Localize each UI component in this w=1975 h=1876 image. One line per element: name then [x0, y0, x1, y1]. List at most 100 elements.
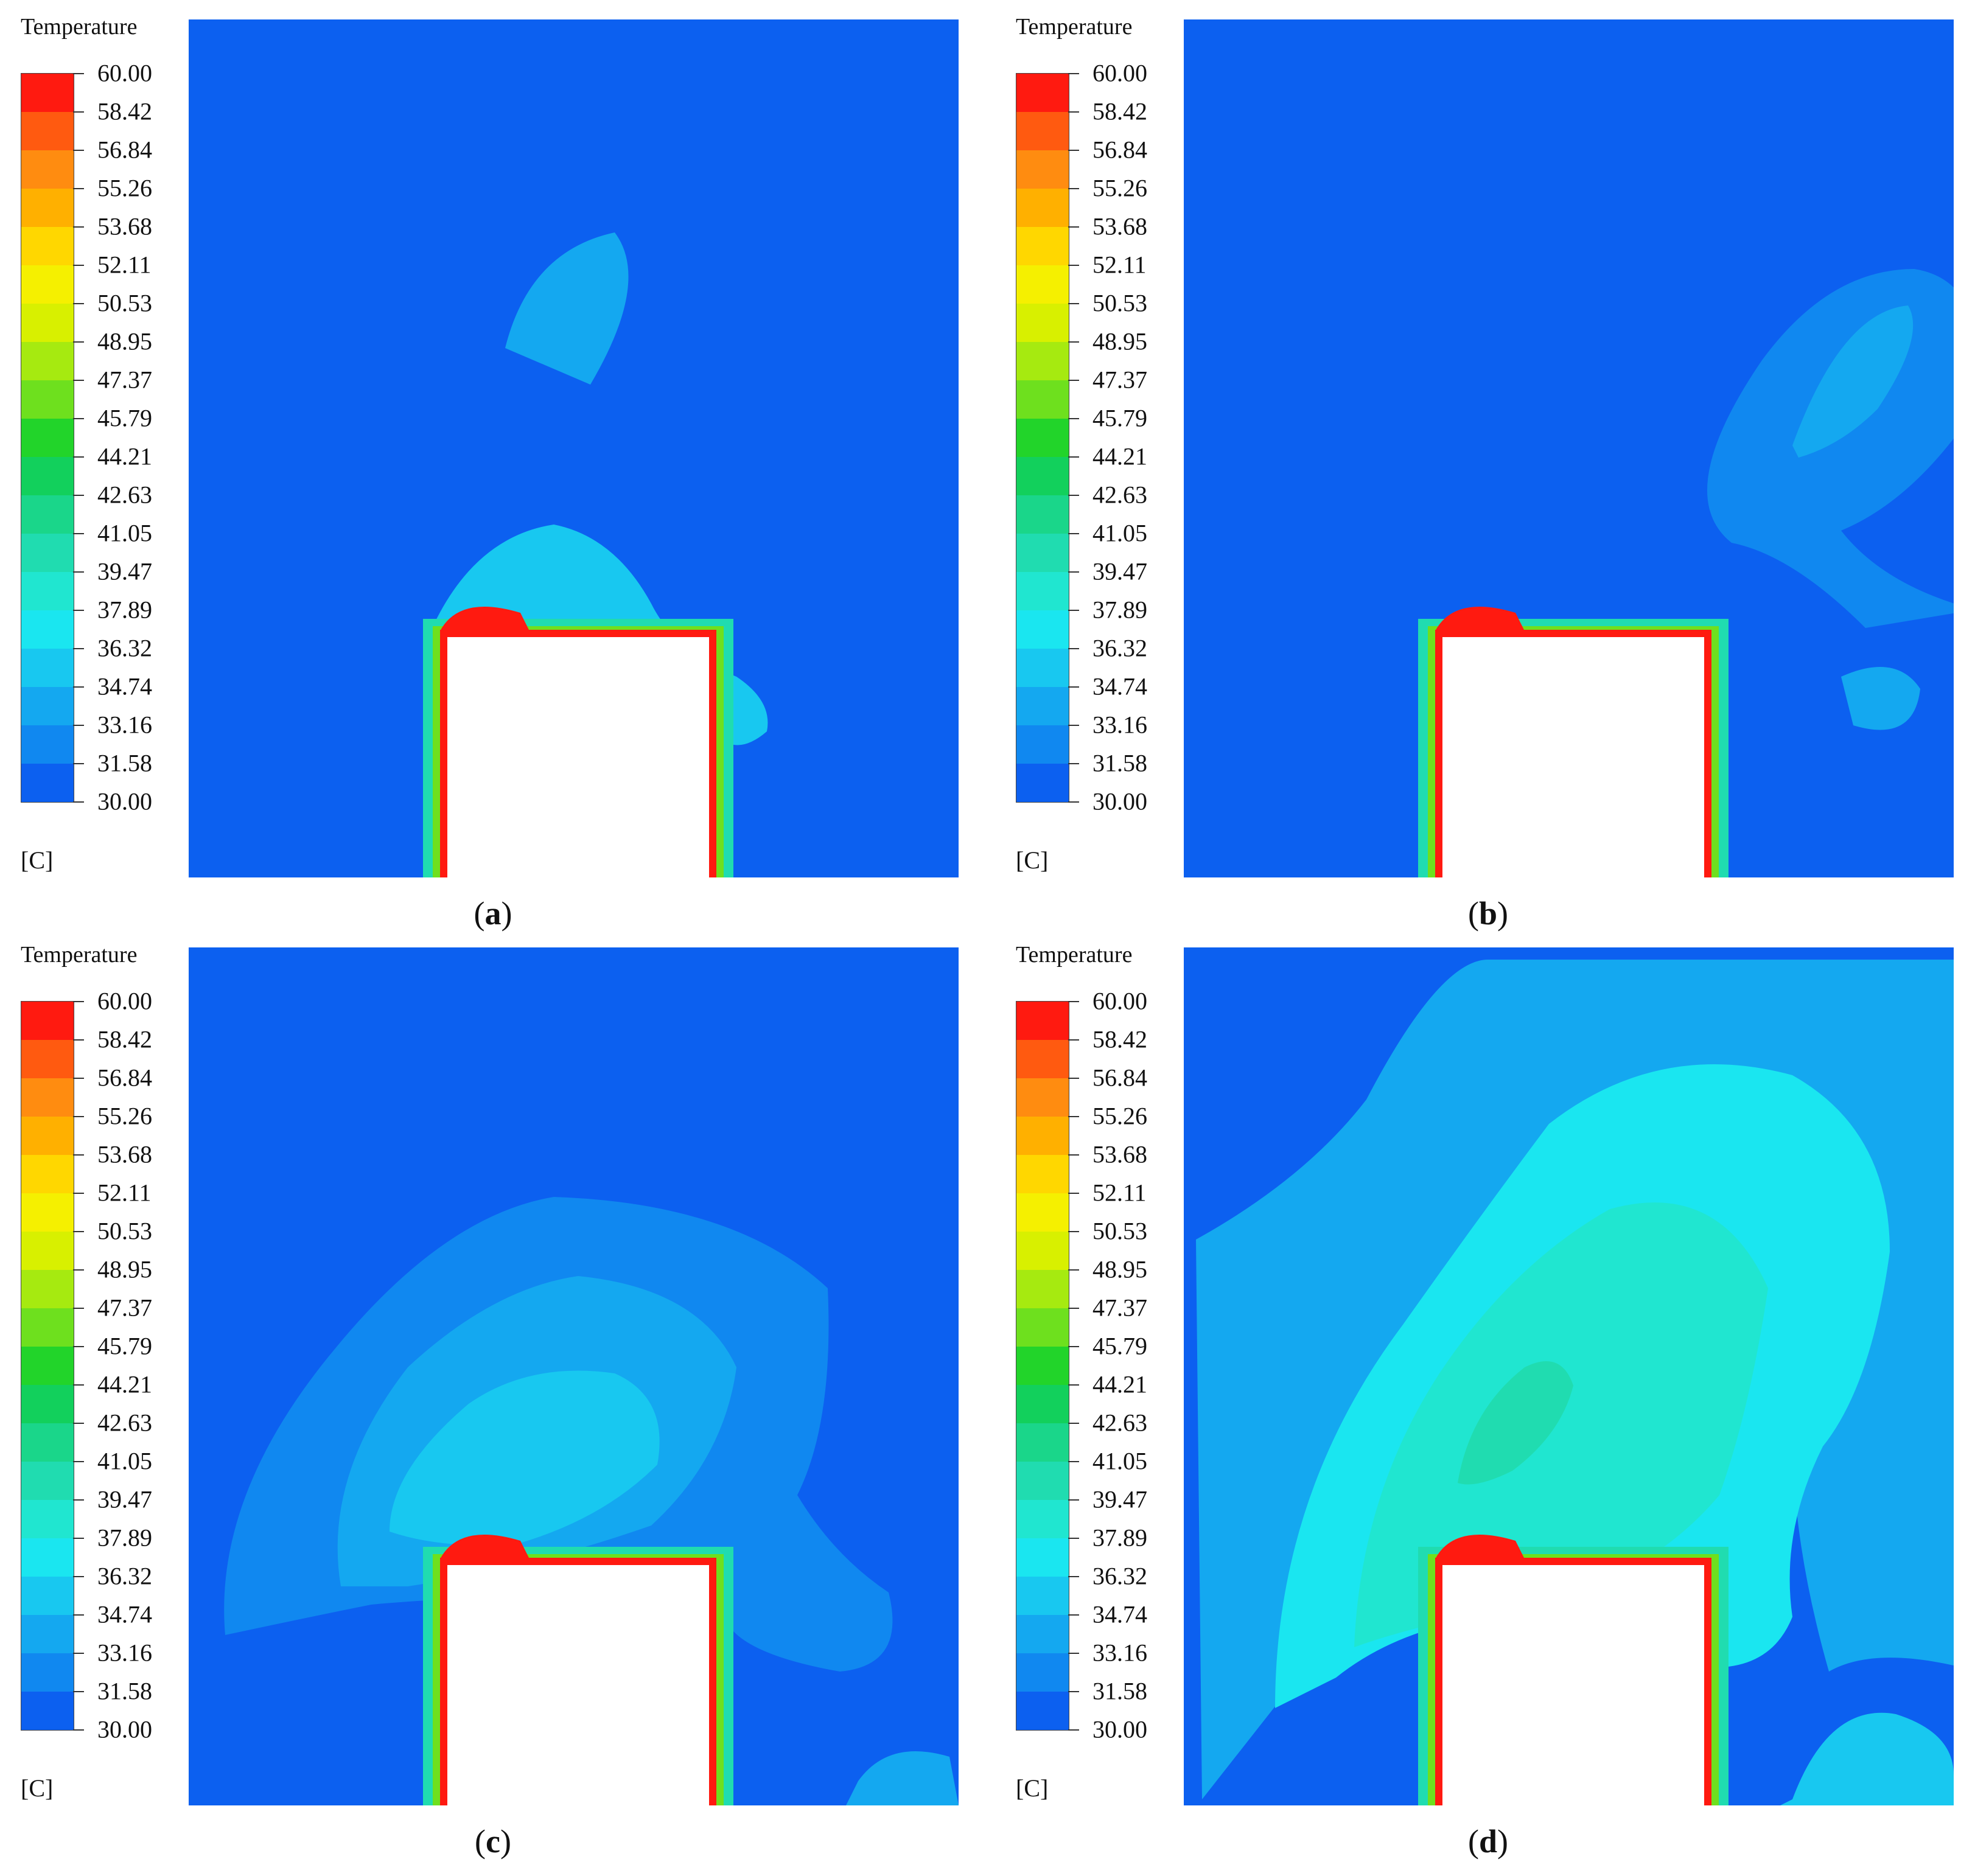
legend-swatch	[21, 1577, 74, 1615]
legend-tick-label: 56.84	[1092, 136, 1147, 164]
legend-swatch	[1016, 112, 1069, 150]
color-legend-bar	[21, 1001, 74, 1731]
legend-tick-label: 33.16	[1092, 1639, 1147, 1667]
legend-swatch	[1016, 1653, 1069, 1692]
legend-tick	[1068, 1691, 1079, 1692]
legend-tick-label: 30.00	[1092, 1715, 1147, 1743]
legend-tick	[73, 533, 84, 534]
legend-tick	[73, 1384, 84, 1386]
legend-tick-label: 31.58	[97, 749, 152, 777]
isotherm-region	[1792, 305, 1914, 458]
legend-tick-label: 50.53	[1092, 289, 1147, 317]
legend-tick	[73, 265, 84, 266]
legend-unit: [C]	[21, 1774, 54, 1802]
legend-tick	[73, 73, 84, 74]
isotherm-region	[505, 232, 629, 385]
legend-tick	[73, 1538, 84, 1539]
legend-tick-label: 36.32	[97, 1562, 152, 1590]
legend-swatch	[1016, 1385, 1069, 1423]
legend-swatch	[21, 74, 74, 112]
legend-tick	[73, 1308, 84, 1309]
legend-tick-label: 42.63	[1092, 1409, 1147, 1437]
legend-tick	[73, 1154, 84, 1156]
legend-tick	[1068, 1729, 1079, 1731]
isotherm-region	[1354, 1202, 1768, 1647]
legend-tick	[1068, 1461, 1079, 1462]
legend-swatch	[1016, 1462, 1069, 1500]
hot-plume-corner	[1435, 607, 1528, 637]
legend-tick-label: 45.79	[97, 404, 152, 432]
legend-tick	[1068, 801, 1079, 803]
legend-swatch	[21, 534, 74, 572]
legend-tick-label: 41.05	[1092, 519, 1147, 547]
legend-swatch	[21, 150, 74, 189]
legend-swatch	[21, 1462, 74, 1500]
panel-caption-letter: a	[484, 895, 502, 932]
legend-tick	[73, 1614, 84, 1616]
legend-tick-label: 45.79	[1092, 1332, 1147, 1360]
legend-swatch	[1016, 1232, 1069, 1270]
legend-swatch	[21, 457, 74, 495]
legend-tick-label: 41.05	[1092, 1447, 1147, 1475]
legend-tick-label: 45.79	[1092, 404, 1147, 432]
legend-tick-label: 47.37	[97, 1294, 152, 1322]
legend-tick	[73, 1116, 84, 1117]
legend-title: Temperature	[1016, 14, 1133, 40]
panel-caption: (a)	[474, 895, 512, 932]
legend-tick-label: 39.47	[1092, 1485, 1147, 1513]
legend-swatch	[21, 495, 74, 534]
legend-swatch	[21, 1155, 74, 1193]
legend-tick	[73, 1078, 84, 1079]
legend-tick-label: 50.53	[97, 289, 152, 317]
legend-swatch	[1016, 725, 1069, 764]
legend-swatch	[1016, 150, 1069, 189]
temperature-contour-plot	[1184, 947, 1954, 1805]
legend-tick-label: 58.42	[1092, 97, 1147, 125]
contour-panel-b: Temperature 60.00 58.42 56.84 55.26 53.68 52.1…	[995, 0, 1975, 932]
legend-tick-label: 58.42	[97, 97, 152, 125]
contour-panel-c: Temperature 60.00 58.42 56.84 55.26 53.68 52.1…	[0, 928, 986, 1860]
legend-tick-label: 48.95	[97, 1255, 152, 1283]
color-legend-bar	[21, 73, 74, 803]
legend-tick	[73, 495, 84, 496]
legend-tick-label: 50.53	[1092, 1217, 1147, 1245]
legend-tick-label: 37.89	[97, 1524, 152, 1552]
legend-tick	[1068, 1423, 1079, 1424]
legend-tick	[1068, 648, 1079, 649]
legend-swatch	[1016, 1002, 1069, 1040]
panel-caption-letter: d	[1478, 1823, 1498, 1860]
legend-tick-label: 52.11	[97, 1179, 152, 1207]
legend-swatch	[21, 265, 74, 304]
legend-tick	[1068, 1039, 1079, 1041]
legend-tick-label: 55.26	[1092, 1102, 1147, 1130]
legend-tick	[73, 725, 84, 726]
legend-swatch	[1016, 265, 1069, 304]
heated-solid-block	[447, 1565, 709, 1805]
legend-tick	[1068, 150, 1079, 151]
legend-swatch	[1016, 1155, 1069, 1193]
panel-caption: (c)	[475, 1823, 511, 1860]
legend-tick	[73, 1691, 84, 1692]
legend-title: Temperature	[21, 14, 138, 40]
legend-tick	[1068, 725, 1079, 726]
legend-unit: [C]	[1016, 1774, 1049, 1802]
legend-tick	[73, 1576, 84, 1577]
legend-tick	[1068, 303, 1079, 304]
legend-ticks	[73, 1001, 89, 1734]
legend-swatch	[21, 572, 74, 610]
legend-tick-label: 58.42	[97, 1025, 152, 1053]
legend-tick	[73, 188, 84, 189]
legend-tick-label: 44.21	[97, 1370, 152, 1398]
legend-tick	[1068, 1346, 1079, 1347]
legend-tick	[73, 1269, 84, 1271]
legend-swatch	[1016, 1117, 1069, 1155]
legend-swatch	[1016, 419, 1069, 457]
legend-tick-label: 48.95	[1092, 327, 1147, 355]
legend-swatch	[21, 1692, 74, 1730]
legend-tick	[1068, 1116, 1079, 1117]
legend-tick-label: 31.58	[97, 1677, 152, 1705]
legend-tick	[1068, 1576, 1079, 1577]
legend-tick-label: 34.74	[97, 672, 152, 700]
legend-tick-label: 53.68	[97, 1140, 152, 1168]
legend-swatch	[21, 112, 74, 150]
